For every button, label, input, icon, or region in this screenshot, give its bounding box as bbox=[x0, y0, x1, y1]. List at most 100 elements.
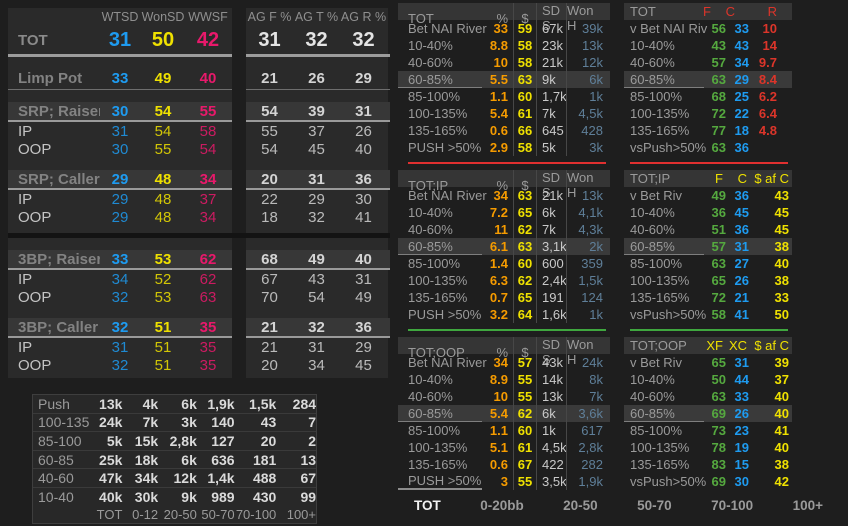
bet-size-label: 100-135% bbox=[408, 106, 468, 121]
reaction-table-row[interactable]: v Bet Riv 49 36 43 bbox=[624, 187, 792, 204]
money-table-row[interactable]: Bet NAI River 34 57 43k 24k bbox=[398, 354, 610, 371]
money-table-row[interactable]: 135-165% 0.6 67 422 282 bbox=[398, 456, 610, 473]
stat-row[interactable]: SRP; Raiser 30 54 55 54 39 31 bbox=[8, 102, 390, 122]
stat-row-tot[interactable]: TOT 31 50 42 31 32 32 bbox=[8, 26, 390, 57]
push-row-label: 85-100 bbox=[38, 432, 82, 449]
reaction-table-row[interactable]: 40-60% 63 33 40 bbox=[624, 388, 792, 405]
won-hands: 39k bbox=[566, 20, 610, 37]
push-col-tot: TOT bbox=[96, 506, 123, 522]
stat-row[interactable]: IP 29 48 37 22 29 30 bbox=[8, 190, 390, 208]
reaction-table-row[interactable]: 85-100% 68 25 6.2 bbox=[624, 88, 792, 105]
won-hands: 1,5k bbox=[566, 272, 610, 289]
stat-row[interactable]: 3BP; Raiser 33 53 62 68 49 40 bbox=[8, 250, 390, 270]
win-usd: 66 bbox=[513, 122, 536, 139]
sd-sample: 3,1k bbox=[536, 238, 567, 255]
stat-row[interactable]: SRP; Caller 29 48 34 20 31 36 bbox=[8, 170, 390, 190]
push-table-row[interactable]: 60-85 25k 18k 6k 636 181 13 bbox=[33, 451, 316, 470]
stat-row[interactable]: IP 34 52 62 67 43 31 bbox=[8, 270, 390, 288]
money-table-row[interactable]: 40-60% 10 55 13k 7k bbox=[398, 388, 610, 405]
call-pct: 36 bbox=[734, 222, 749, 237]
stack-depth-tab[interactable]: 0-20bb bbox=[480, 497, 524, 513]
push-table-row[interactable]: 10-40 40k 30k 9k 989 430 99 bbox=[33, 488, 316, 506]
reaction-table-row[interactable]: 85-100% 63 27 40 bbox=[624, 255, 792, 272]
stat-row[interactable]: OOP 29 48 34 18 32 41 bbox=[8, 208, 390, 226]
stack-depth-tab[interactable]: 20-50 bbox=[563, 497, 598, 513]
reaction-table-row[interactable]: 10-40% 36 45 45 bbox=[624, 204, 792, 221]
reaction-table-row[interactable]: 60-85% 63 29 8.4 bbox=[624, 71, 792, 88]
push-table-row[interactable]: 40-60 47k 34k 12k 1,4k 488 67 bbox=[33, 469, 316, 488]
stat-row[interactable] bbox=[8, 233, 390, 238]
reaction-table-row[interactable]: vsPush>50% 58 41 50 bbox=[624, 306, 792, 323]
money-table-row[interactable]: 85-100% 1.4 60 600 359 bbox=[398, 255, 610, 272]
check-call-pct: 31 bbox=[734, 355, 749, 370]
reaction-table-row[interactable]: v Bet NAI Riv 56 33 10 bbox=[624, 20, 792, 37]
ag-t-value: 34 bbox=[308, 356, 325, 374]
money-table-row[interactable]: 100-135% 5.1 61 4,5k 2,8k bbox=[398, 439, 610, 456]
stat-row[interactable]: IP 31 51 35 21 31 29 bbox=[8, 338, 390, 356]
money-table-row[interactable]: PUSH >50% 2.9 58 5k 3k bbox=[398, 139, 610, 156]
reaction-table-row[interactable]: 135-165% 72 21 33 bbox=[624, 289, 792, 306]
money-table-row[interactable]: 100-135% 6.3 62 2,4k 1,5k bbox=[398, 272, 610, 289]
reaction-table-row[interactable]: 60-85% 57 31 38 bbox=[624, 238, 792, 255]
money-table-row[interactable]: 10-40% 8.9 55 14k 8k bbox=[398, 371, 610, 388]
reaction-table-row[interactable]: 100-135% 78 19 40 bbox=[624, 439, 792, 456]
stat-row[interactable]: OOP 32 51 35 20 34 45 bbox=[8, 356, 390, 374]
reaction-table-row[interactable]: v Bet Riv 65 31 39 bbox=[624, 354, 792, 371]
call-pct: 36 bbox=[734, 140, 749, 155]
bet-size-label: 60-85% bbox=[398, 238, 482, 255]
wwsf-value: 55 bbox=[199, 102, 217, 120]
push-table-row[interactable]: Push 13k 4k 6k 1,9k 1,5k 284 bbox=[33, 395, 316, 414]
money-table-row[interactable]: PUSH >50% 3.2 64 1,6k 1k bbox=[398, 306, 610, 323]
frequency-pct: 34 bbox=[493, 355, 508, 370]
call-pct: 18 bbox=[734, 123, 749, 138]
money-table-row[interactable]: Bet NAI River 34 63 21k 13k bbox=[398, 187, 610, 204]
stack-depth-tab[interactable]: 50-70 bbox=[637, 497, 672, 513]
money-table-row[interactable]: Bet NAI River 33 59 67k 39k bbox=[398, 20, 610, 37]
reaction-table-row[interactable]: 40-60% 51 36 45 bbox=[624, 221, 792, 238]
ag-r-value: 29 bbox=[355, 338, 372, 356]
money-table-row[interactable]: 135-165% 0.7 65 191 124 bbox=[398, 289, 610, 306]
money-table-row[interactable]: 85-100% 1.1 60 1,7k 1k bbox=[398, 88, 610, 105]
raise-pct: 6.4 bbox=[758, 106, 777, 121]
reaction-table-row[interactable]: 85-100% 73 23 41 bbox=[624, 422, 792, 439]
push-table-row[interactable]: 100-135 24k 7k 3k 140 43 7 bbox=[33, 414, 316, 433]
stack-depth-tab[interactable]: TOT bbox=[414, 497, 441, 513]
stat-row[interactable]: Limp Pot 33 49 40 21 26 29 bbox=[8, 68, 390, 90]
money-table-row[interactable]: 60-85% 5.5 63 9k 6k bbox=[398, 71, 610, 88]
stack-depth-tab[interactable]: 70-100 bbox=[711, 497, 754, 513]
money-table-row[interactable]: 135-165% 0.6 66 645 428 bbox=[398, 122, 610, 139]
stat-row[interactable]: OOP 30 55 54 54 45 40 bbox=[8, 140, 390, 158]
reaction-table-row[interactable]: 135-165% 77 18 4.8 bbox=[624, 122, 792, 139]
tot-ag-f-value: 31 bbox=[258, 28, 281, 51]
frequency-pct: 5.5 bbox=[489, 72, 508, 87]
stat-row[interactable]: 3BP; Caller 32 51 35 21 32 36 bbox=[8, 318, 390, 338]
stack-depth-tab[interactable]: 100+ bbox=[792, 497, 823, 513]
money-table-row[interactable]: 85-100% 1.1 60 1k 617 bbox=[398, 422, 610, 439]
frequency-pct: 5.1 bbox=[489, 440, 508, 455]
stats-header-row: WTSD WonSD WWSF AG F % AG T % AG R % bbox=[8, 8, 390, 26]
money-table-row[interactable]: 100-135% 5.4 61 7k 4,5k bbox=[398, 105, 610, 122]
reaction-table-row[interactable]: 10-40% 50 44 37 bbox=[624, 371, 792, 388]
money-table-row[interactable]: 40-60% 11 62 7k 4,3k bbox=[398, 221, 610, 238]
bet-size-label: 60-85% bbox=[398, 71, 482, 88]
reaction-table-row[interactable]: vsPush>50% 63 36 bbox=[624, 139, 792, 156]
reaction-table-row[interactable]: 135-165% 83 15 38 bbox=[624, 456, 792, 473]
money-table-row[interactable]: PUSH >50% 3 55 3,5k 1,9k bbox=[398, 473, 610, 490]
money-table-row[interactable]: 60-85% 6.1 63 3,1k 2k bbox=[398, 238, 610, 255]
reaction-table-row[interactable]: 100-135% 65 26 38 bbox=[624, 272, 792, 289]
reaction-table-row[interactable]: 40-60% 57 34 9.7 bbox=[624, 54, 792, 71]
sd-sample: 7k bbox=[536, 105, 566, 122]
reaction-table-row[interactable]: vsPush>50% 69 30 42 bbox=[624, 473, 792, 490]
push-table-row[interactable]: 85-100 5k 15k 2,8k 127 20 2 bbox=[33, 432, 316, 451]
fold-pct: 51 bbox=[711, 222, 726, 237]
reaction-table-row[interactable]: 10-40% 43 43 14 bbox=[624, 37, 792, 54]
col-header-wonh: Won H bbox=[566, 170, 610, 200]
reaction-table-row[interactable]: 100-135% 72 22 6.4 bbox=[624, 105, 792, 122]
money-table-row[interactable]: 40-60% 10 58 21k 12k bbox=[398, 54, 610, 71]
reaction-table-row[interactable]: 60-85% 69 26 40 bbox=[624, 405, 792, 422]
stat-row[interactable]: IP 31 54 58 55 37 26 bbox=[8, 122, 390, 140]
money-table-row[interactable]: 10-40% 8.8 58 23k 13k bbox=[398, 37, 610, 54]
money-table-row[interactable]: 60-85% 5.4 62 6k 3,6k bbox=[398, 405, 610, 422]
stat-row[interactable]: OOP 32 53 63 70 54 49 bbox=[8, 288, 390, 306]
money-table-row[interactable]: 10-40% 7.2 65 6k 4,1k bbox=[398, 204, 610, 221]
